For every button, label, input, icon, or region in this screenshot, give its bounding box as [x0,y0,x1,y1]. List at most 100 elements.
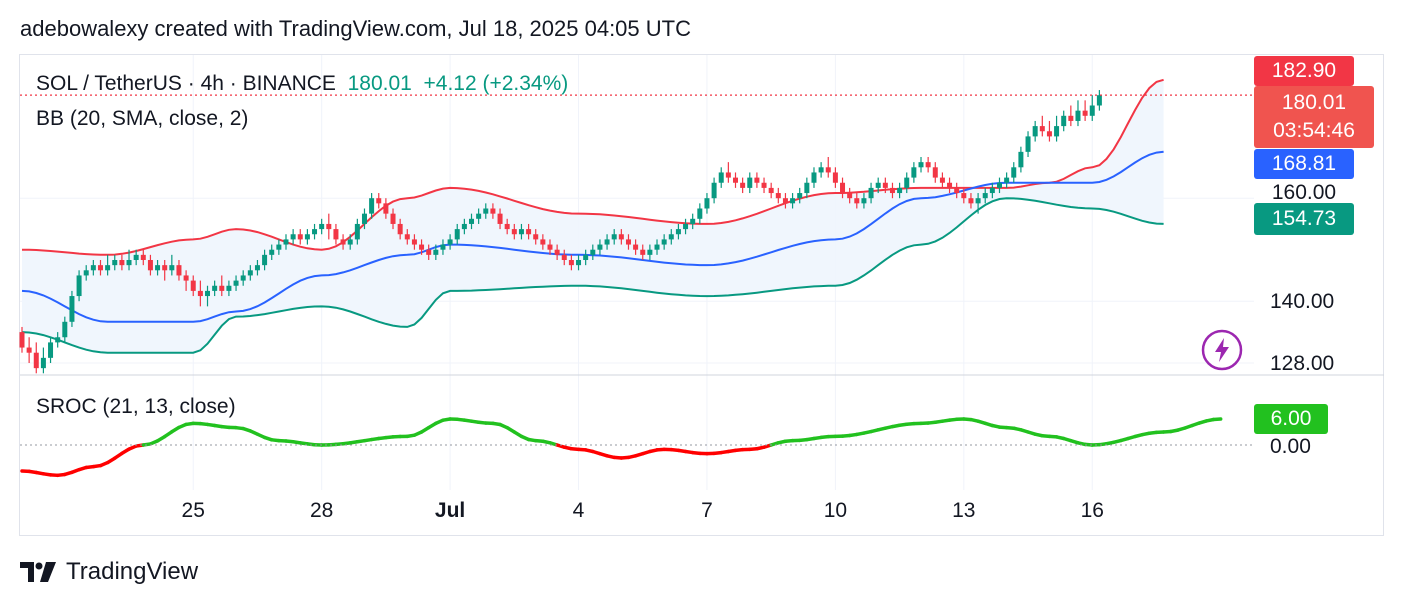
candle-body-133 [968,198,974,204]
candle-59 [440,239,446,255]
candle-25 [197,280,203,307]
candle-2 [33,342,39,374]
candle-body-145 [1054,126,1060,137]
candle-body-101 [740,182,746,188]
candle-body-69 [511,229,517,235]
candle-122 [889,182,895,199]
footer-brand[interactable]: TradingView [20,558,198,586]
candle-124 [904,172,910,194]
candle-126 [918,157,924,173]
candle-3 [40,347,46,374]
candle-10 [90,260,96,276]
candle-body-46 [347,239,353,245]
last-price-label: 180.01 [347,72,412,95]
candle-body-89 [654,244,660,250]
candle-body-30 [233,280,239,286]
candle-body-53 [397,223,403,235]
main-legend: SOL / TetherUS · 4h · BINANCE 180.01 +4.… [36,72,568,96]
candle-33 [254,260,260,276]
candle-body-147 [1068,115,1074,121]
candle-body-123 [897,187,903,194]
candle-102 [747,172,753,194]
candle-body-106 [775,193,781,199]
candle-body-47 [354,223,360,240]
bollinger-lower-line [21,197,1164,354]
candle-body-127 [925,162,931,168]
candle-body-87 [640,249,646,255]
candle-38 [290,229,296,245]
candle-61 [454,223,460,245]
candle-53 [397,218,403,240]
candle-133 [968,193,974,209]
x-label-6: 13 [952,499,975,522]
candle-body-20 [162,265,168,271]
candle-5 [55,332,61,348]
candle-body-61 [454,229,460,240]
candle-75 [554,244,560,260]
x-label-2: Jul [435,499,465,522]
candle-137 [996,177,1002,194]
candle-body-84 [618,234,624,240]
candle-143 [1039,115,1045,137]
candle-113 [825,157,831,178]
candle-body-58 [433,249,439,255]
candle-body-9 [83,270,89,276]
candle-body-143 [1039,126,1045,132]
candle-67 [497,208,503,230]
candle-body-86 [633,244,639,250]
candle-body-18 [147,260,153,271]
candle-body-7 [69,296,75,322]
bollinger-band-fill [22,79,1164,353]
candle-body-139 [1011,167,1017,178]
candle-64 [476,208,482,224]
candle-body-26 [205,290,211,297]
candle-body-27 [212,285,218,291]
candle-body-13 [112,260,118,266]
candle-74 [547,239,553,255]
candle-body-140 [1018,151,1024,168]
candle-107 [782,193,788,209]
candle-body-29 [226,285,232,291]
candle-body-107 [782,198,788,204]
candle-36 [276,239,282,255]
candle-105 [768,182,774,199]
candle-body-34 [262,254,268,266]
candle-body-98 [718,172,724,183]
candle-23 [183,270,189,291]
candle-130 [947,177,953,194]
candle-body-83 [611,234,617,240]
candle-103 [754,172,760,188]
candle-73 [540,234,546,250]
candle-114 [832,167,838,188]
candle-body-105 [768,187,774,194]
x-label-7: 16 [1081,499,1104,522]
candle-65 [483,203,489,219]
candle-body-128 [932,167,938,178]
candle-144 [1046,120,1052,142]
candle-body-8 [76,275,82,297]
candle-body-88 [647,249,653,255]
candle-4 [48,337,54,363]
candle-body-55 [411,239,417,245]
candle-55 [411,234,417,250]
candle-body-63 [469,218,475,224]
candle-body-109 [797,193,803,199]
candle-1 [26,337,32,363]
candle-82 [604,234,610,250]
lower-band-tag: 154.73 [1254,203,1354,235]
candle-body-67 [497,213,503,224]
candle-body-71 [526,229,532,235]
candle-body-6 [62,321,68,338]
candle-80 [590,244,596,260]
candle-body-2 [33,352,39,369]
candle-49 [369,193,375,219]
candle-149 [1082,100,1088,121]
candle-body-146 [1061,115,1067,127]
candle-body-16 [133,254,139,260]
candle-body-49 [369,198,375,214]
candle-body-52 [390,213,396,224]
candle-140 [1018,146,1024,173]
candle-69 [511,223,517,240]
lightning-icon[interactable] [1200,328,1244,372]
